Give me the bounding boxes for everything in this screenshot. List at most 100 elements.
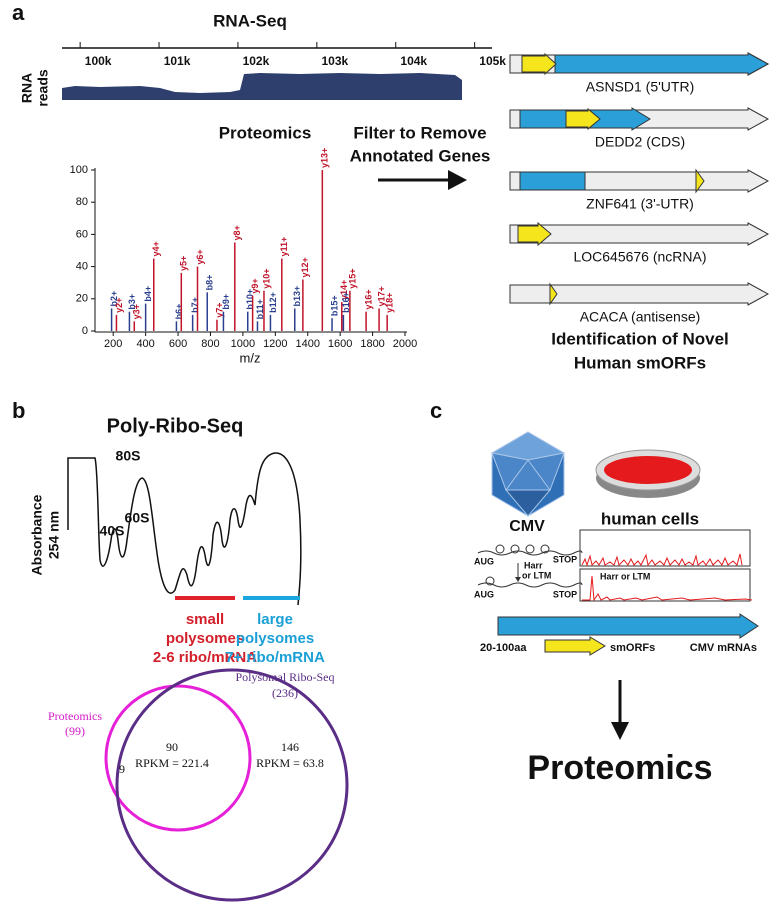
gene-label: LOC645676 (ncRNA) [573,249,706,265]
smorf-arrow [517,221,552,247]
profile-label: Harr or LTM [600,571,650,581]
peak-label: 40S [100,523,125,539]
dish-icon [595,449,701,498]
cells-label: human cells [601,509,699,528]
ribo-profile [581,553,743,567]
small-polysome-label: small [186,611,224,628]
smorf-arrow [544,636,606,656]
x-tick-label: 100k [85,54,112,68]
filter-text: Filter to Remove [353,123,486,142]
x-tick-label: 200 [104,338,122,350]
peak-label: b2+ [109,291,119,307]
virus-icon [490,431,566,517]
peak-label: y4+ [151,241,161,256]
codon-label: STOP [553,554,577,564]
x-tick-label: 101k [164,54,191,68]
x-tick-label: 2000 [393,338,417,350]
treatment-label: or LTM [522,570,551,580]
peak-label: b10+ [245,289,255,310]
arrow-head [611,722,629,740]
peak-label: b11+ [255,299,265,319]
venn-proteomics [104,684,252,832]
x-tick-label: 800 [201,338,219,350]
peak-label: b9+ [221,294,231,310]
venn-count: 90 [166,740,178,754]
treatment-label: Harr [524,560,543,570]
venn-rpkm: RPKM = 221.4 [135,756,209,770]
rna-ylabel: reads [35,69,51,107]
gene-label: ASNSD1 (5'UTR) [586,79,694,95]
x-tick-label: 103k [321,54,348,68]
peak-label: y2+ [114,298,124,313]
gene-label: ZNF641 (3'-UTR) [586,196,694,212]
venn-label: Proteomics [48,709,102,723]
y-tick-label: 0 [82,325,88,337]
size-label: 20-100aa [480,642,527,654]
peak-label: y7+ [214,302,224,317]
x-tick-label: 104k [400,54,427,68]
peak-label: b16+ [341,292,351,313]
gene-region [519,171,586,191]
large-polysome-label: 7+ ribo/mRNA [225,649,325,666]
filter-text: Annotated Genes [350,146,491,165]
peak-label: y9+ [250,278,260,293]
ribo-profile [582,575,753,602]
peak-label: y17+ [376,286,386,306]
smorf-arrow [695,168,705,194]
gene-label: ACACA (antisense) [580,309,701,325]
venn-ribo-seq [115,668,349,902]
rna-coverage [62,73,462,100]
peak-label: y18+ [385,293,395,313]
venn-rpkm: RPKM = 63.8 [256,756,324,770]
gene-arrow [509,222,770,246]
peak-label: y12+ [300,257,310,277]
y-tick-label: 100 [70,164,88,176]
peak-label: y13+ [320,148,330,168]
mrna-label: CMV mRNAs [690,642,757,654]
small-polysome-label: polysomes [166,630,244,647]
venn-count: 146 [281,740,299,754]
peak-label: y5+ [179,256,189,271]
peak-label: y6+ [195,249,205,264]
peak-label: b6+ [174,304,184,320]
peak-label: b15+ [329,295,339,316]
venn-label: Polysomal Ribo-Seq [235,670,334,684]
x-tick-label: 1600 [328,338,352,350]
smorf-arrow [549,282,558,306]
gene-region [554,52,770,76]
x-tick-label: 600 [169,338,187,350]
smorf-label: smORFs [610,642,655,654]
peak-label: y8+ [232,225,242,240]
arrow-head [515,577,521,582]
x-tick-label: 400 [136,338,154,350]
large-polysome-label: polysomes [236,630,314,647]
peak-label: b8+ [205,275,215,291]
absorbance-profile [67,452,302,606]
peak-label: y16+ [363,289,373,309]
x-tick-label: 105k [479,54,506,68]
rna-ylabel: RNA [19,73,35,103]
cmv-label: CMV [509,518,545,535]
peak-label: b7+ [190,297,200,313]
panel-label: c [430,398,442,423]
peak-label: y15+ [347,268,357,288]
poly-ribo-title: Poly-Ribo-Seq [107,415,244,437]
gene-label: DEDD2 (CDS) [595,134,685,150]
x-tick-label: 102k [243,54,270,68]
peak-label: 80S [116,448,141,464]
y-tick-label: 20 [76,293,88,305]
peak-label: b4+ [143,286,153,302]
x-tick-label: 1200 [263,338,287,350]
venn-count: 9 [119,762,125,776]
result-text: Identification of Novel [551,329,729,348]
smorf-arrow [565,107,601,131]
mrna-arrow [497,613,759,639]
rna-seq-title: RNA-Seq [213,11,287,30]
small-polysome-label: 2-6 ribo/mRNA [153,649,257,666]
peak-label: 60S [125,510,150,526]
gene-models [509,52,770,306]
x-tick-label: 1400 [295,338,319,350]
y-tick-label: 60 [76,228,88,240]
mrna-tracks [477,529,751,602]
